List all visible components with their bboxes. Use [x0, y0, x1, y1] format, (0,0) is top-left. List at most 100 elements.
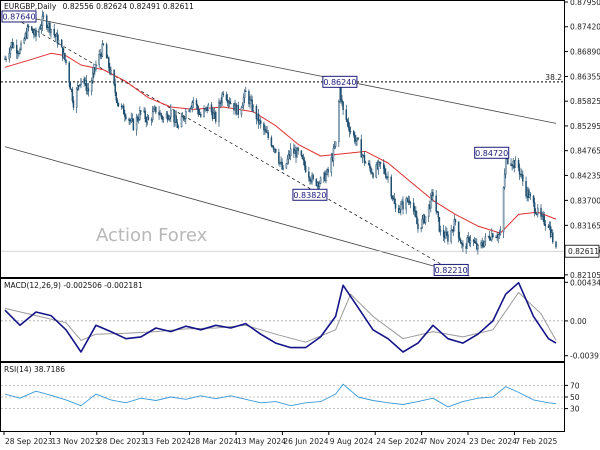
- candle-body: [49, 22, 51, 33]
- candle-body: [135, 117, 138, 131]
- candle-body: [442, 230, 445, 237]
- candle-body: [330, 157, 333, 173]
- candle-body: [297, 148, 299, 152]
- candle-body: [267, 132, 269, 138]
- rsi-tick-label: 70: [570, 381, 580, 390]
- candle-body: [289, 148, 292, 157]
- candle-body: [529, 193, 532, 197]
- candle-body: [346, 119, 349, 122]
- price-tick-label: 0.87950: [570, 0, 600, 7]
- channel-line-dashed: [11, 16, 452, 271]
- candle-body: [229, 103, 232, 105]
- candle-body: [296, 148, 298, 158]
- candle-body: [301, 155, 304, 159]
- candle-body: [300, 150, 303, 156]
- candle-body: [525, 181, 527, 197]
- moving-average-line: [4, 52, 557, 234]
- candle-body: [353, 131, 355, 136]
- candle-body: [53, 28, 55, 35]
- candle-body: [437, 212, 440, 218]
- rsi-tick-label: 30: [570, 405, 580, 414]
- candle-body: [259, 120, 262, 124]
- candle-body: [243, 90, 246, 98]
- candle-body: [503, 173, 506, 188]
- annotation-box: [322, 75, 358, 88]
- candle-body: [271, 145, 274, 147]
- candle-body: [371, 172, 373, 174]
- candle-body: [498, 233, 501, 235]
- candle-body: [215, 111, 217, 122]
- candle-body: [369, 164, 371, 169]
- candle-body: [166, 113, 169, 121]
- candle-body: [69, 82, 72, 90]
- price-tick-label: 0.83165: [570, 221, 600, 230]
- candle-body: [405, 198, 407, 210]
- candle-body: [481, 242, 483, 246]
- candle-body: [139, 110, 141, 120]
- candle-body: [432, 192, 434, 197]
- candle-body: [188, 110, 190, 112]
- annotations: 0.87640 0.86240 0.83820 0.84720 0.82210: [1, 10, 510, 276]
- candle-body: [377, 162, 380, 169]
- candle-body: [218, 102, 220, 122]
- candle-body: [385, 173, 387, 179]
- rsi-panel: 70 50 30 RSI(14) 38.7186: [0, 362, 580, 432]
- candles: [4, 10, 557, 255]
- candle-body: [555, 241, 557, 248]
- candle-body: [70, 88, 73, 90]
- candle-body: [427, 204, 430, 217]
- candle-body: [255, 106, 258, 120]
- candle-body: [68, 62, 70, 83]
- candle-body: [514, 160, 517, 168]
- macd-panel-frame: [0, 278, 565, 362]
- candle-body: [251, 99, 253, 111]
- candle-body: [204, 108, 206, 110]
- main-overlays: 38.2: [1, 12, 564, 277]
- candle-body: [125, 116, 127, 120]
- main-panel-frame: [0, 0, 565, 278]
- candle-body: [466, 237, 468, 249]
- date-tick-label: 9 Aug 2024: [330, 437, 373, 446]
- rsi-lines: [1, 383, 564, 409]
- candle-body: [400, 203, 402, 210]
- candle-body: [212, 113, 215, 119]
- candle-body: [128, 118, 130, 121]
- candle-body: [113, 69, 115, 85]
- date-tick-label: 13 Feb 2024: [144, 437, 191, 446]
- candle-body: [35, 29, 37, 37]
- candle-body: [160, 113, 162, 117]
- candle-body: [379, 161, 382, 164]
- candle-body: [39, 28, 42, 30]
- candle-body: [177, 126, 180, 128]
- candle-body: [47, 26, 49, 28]
- candle-body: [360, 139, 363, 158]
- candle-body: [240, 107, 243, 115]
- candle-body: [117, 102, 120, 107]
- main-panel: Action Forex 0.87950 0.87420 0.86890 0.8635…: [0, 0, 600, 280]
- channel-line-upper: [4, 12, 557, 124]
- candle-body: [225, 94, 228, 101]
- candle-body: [115, 92, 118, 101]
- candle-body: [303, 159, 306, 167]
- candle-body: [540, 207, 542, 217]
- candle-body: [364, 162, 367, 164]
- date-tick-label: 7 Feb 2025: [515, 437, 557, 446]
- candle-body: [5, 58, 7, 60]
- candle-body: [355, 140, 357, 142]
- candle-body: [354, 134, 356, 142]
- macd-tick-label: 0.004341: [570, 278, 600, 287]
- candle-body: [151, 111, 154, 120]
- annotation-box: [1, 10, 37, 23]
- rsi-axis: 70 50 30: [564, 381, 580, 414]
- candle-body: [30, 26, 33, 30]
- candle-body: [424, 216, 427, 224]
- candle-body: [454, 219, 457, 222]
- candle-body: [8, 53, 11, 60]
- candle-body: [87, 88, 90, 92]
- watermark: Action Forex: [96, 225, 208, 246]
- candle-body: [543, 215, 545, 225]
- price-tick-label: 0.83700: [570, 196, 600, 205]
- annotation-label: 0.87640: [2, 12, 35, 21]
- candle-body: [375, 164, 378, 178]
- candle-body: [319, 177, 322, 184]
